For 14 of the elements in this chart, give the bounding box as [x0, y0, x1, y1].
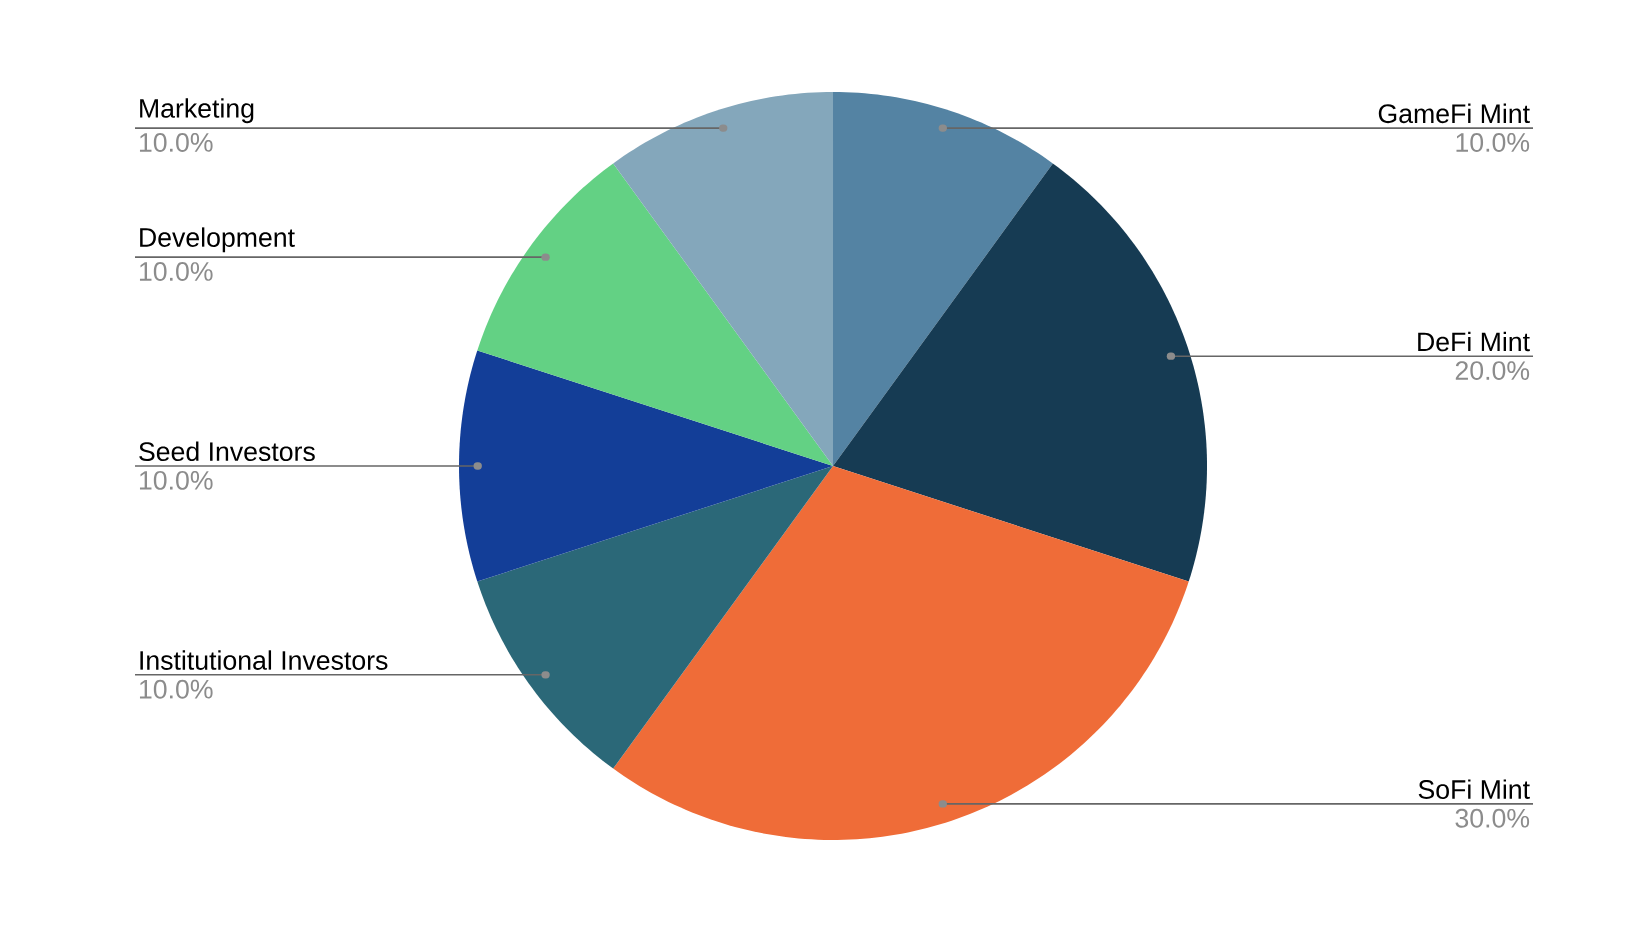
slice-label: GameFi Mint: [1378, 103, 1530, 124]
slice-label: Development: [140, 227, 295, 253]
data-label: 10.0%: [139, 262, 213, 281]
data-label: 10.0%: [139, 679, 213, 699]
data-label: 20.0%: [1455, 361, 1530, 380]
slice-label: Seed Investors: [139, 441, 315, 462]
data-label: 30.0%: [1455, 808, 1530, 828]
data-label: 10.0%: [139, 133, 213, 152]
slice-label: Marketing: [140, 98, 254, 124]
slice-label: Institutional Investors: [140, 650, 388, 670]
slice-label: SoFi Mint: [1418, 779, 1530, 799]
data-label: 10.0%: [1456, 133, 1530, 152]
data-label: 10.0%: [139, 470, 213, 490]
slice-label: DeFi Mint: [1418, 331, 1530, 352]
